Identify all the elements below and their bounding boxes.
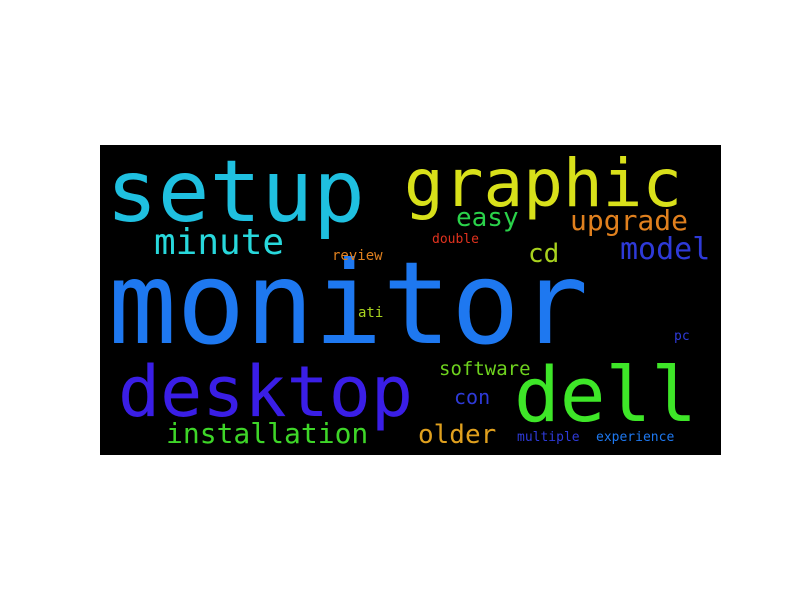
- word-older: older: [418, 420, 497, 450]
- word-pc: pc: [674, 329, 690, 344]
- word-software: software: [439, 358, 531, 380]
- word-multiple: multiple: [517, 430, 580, 445]
- word-cloud: setup graphic monitor desktop dell minut…: [100, 145, 721, 455]
- word-easy: easy: [456, 203, 519, 233]
- word-setup: setup: [106, 145, 365, 242]
- word-double: double: [432, 232, 479, 247]
- word-ati: ati: [358, 305, 384, 321]
- word-review: review: [332, 248, 383, 264]
- word-graphic: graphic: [404, 145, 683, 222]
- word-con: con: [454, 385, 491, 409]
- word-installation: installation: [166, 417, 369, 450]
- word-cd: cd: [528, 239, 560, 269]
- word-upgrade: upgrade: [570, 204, 689, 237]
- word-desktop: desktop: [118, 351, 414, 433]
- word-experience: experience: [596, 430, 675, 445]
- word-dell: dell: [514, 350, 698, 439]
- word-model: model: [620, 232, 711, 267]
- word-monitor: monitor: [108, 237, 589, 370]
- word-minute: minute: [154, 222, 285, 263]
